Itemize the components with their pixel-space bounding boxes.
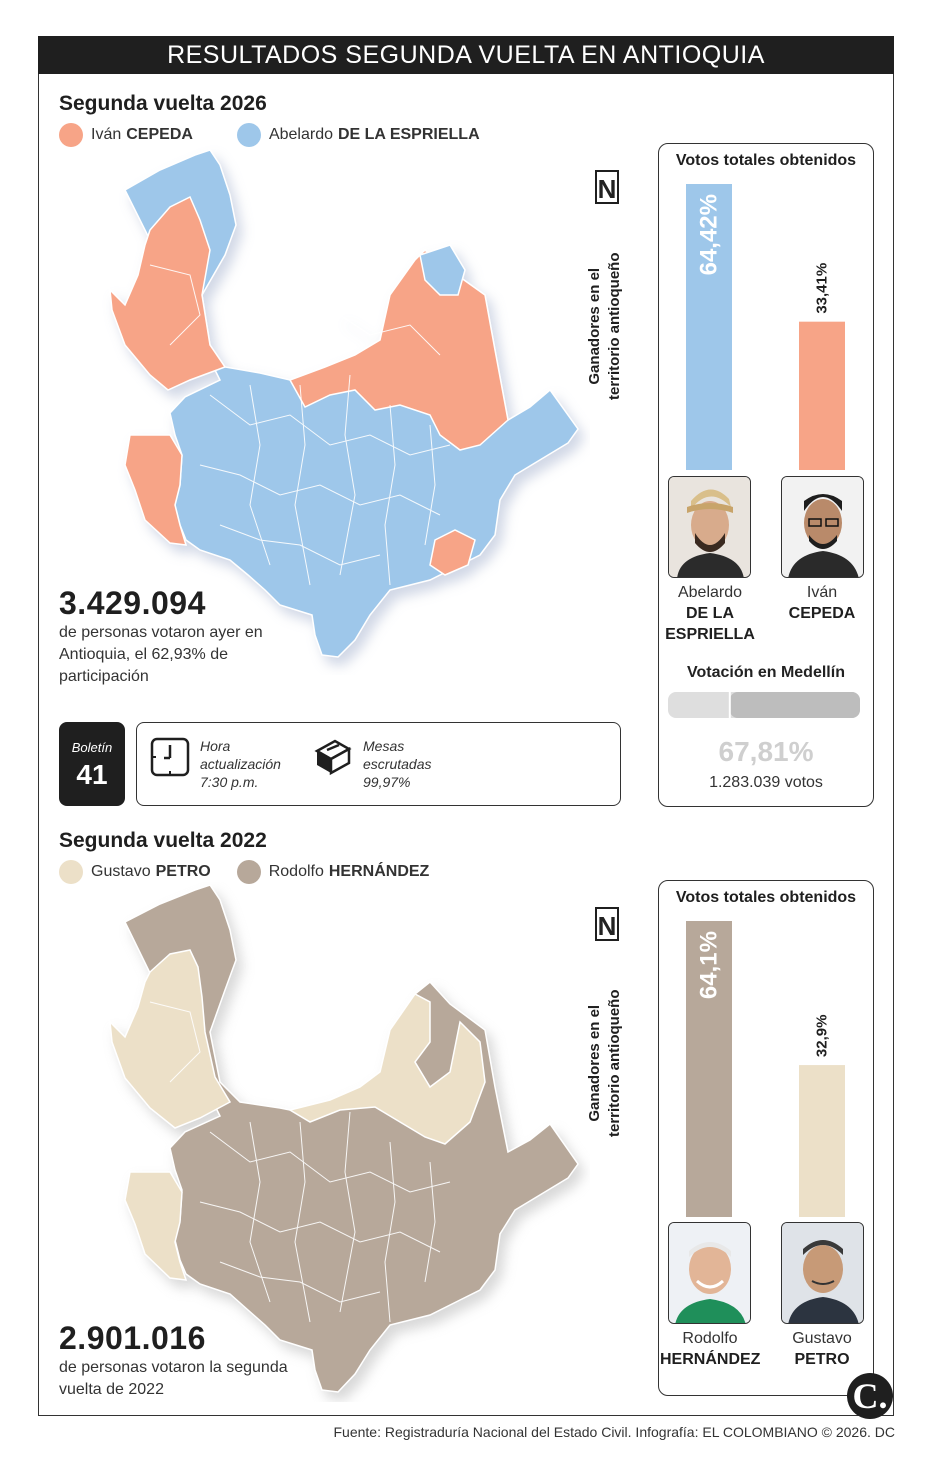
mesas-info: Mesas escrutadas 99,97% [363,737,431,791]
photo-espriella [668,476,751,578]
candidate-hernandez-first: Rodolfo [682,1330,738,1347]
candidate-espriella-first: Abelardo [677,584,743,601]
legend-petro-swatch [59,860,83,884]
boletin-number: 41 [76,759,108,790]
map-2026-municipal-borders [149,264,451,586]
map-2022-municipal-borders [149,1001,451,1323]
north-arrow-icon: N [595,170,619,204]
portrait-cepeda-icon [782,477,863,577]
bar-chart-2022: 64,1% 32,9% [686,921,845,1217]
section-2026-title: Segunda vuelta 2026 [59,92,267,115]
medellin-votes: 1.283.039 votos [709,774,823,791]
update-time-info: Hora actualización 7:30 p.m. [200,737,281,791]
legend-petro-last: PETRO [155,863,211,880]
update-info-box: Hora actualización 7:30 p.m. Mesas escru… [136,722,621,806]
map-2026-orange-northeast [288,248,509,451]
map-2022-side-label-line2: territorio antioqueño [606,989,623,1138]
boletin-label: Boletín [71,740,113,755]
boletin-badge: Boletín 41 [59,722,125,806]
bar-0 [686,921,732,1217]
total-votes-2026: 3.429.094 [59,585,206,621]
update-time-label-2: actualización [200,756,281,772]
bar-0 [686,184,732,470]
mesas-value: 99,97% [363,774,411,790]
map-2026-orange-west [124,434,188,546]
bar-1 [799,1065,845,1217]
candidate-cepeda-first: Iván [806,584,838,601]
ballot-box-icon [314,739,352,776]
north-arrow-icon: N [595,907,619,941]
panel-2026-title: Votos totales obtenidos [675,152,857,169]
legend-espriella-first: Abelardo [268,126,333,143]
clock-icon [150,737,190,777]
medellin-bar-fill [729,692,860,718]
bar-label-1: 32,9% [814,1015,831,1058]
map-2026-blue-northeast-pocket [419,244,466,296]
candidate-espriella-last-1: DE LA [686,605,734,622]
legend-cepeda-last: CEPEDA [126,126,193,143]
legend-hernandez-last: HERNÁNDEZ [328,863,430,880]
map-2026 [109,149,579,658]
photo-petro [781,1222,864,1324]
photo-hernandez [668,1222,751,1324]
caption-2022: de personas votaron la segunda vuelta de… [59,1359,288,1398]
legend-cepeda-swatch [59,123,83,147]
candidate-hernandez-name: Rodolfo HERNÁNDEZ [660,1328,760,1370]
map-2022-cream-west [124,1171,188,1281]
map-2022-cream-north [109,949,232,1129]
candidate-cepeda-last: CEPEDA [788,605,856,622]
candidate-cepeda-name: Iván CEPEDA [772,582,872,624]
map-2022-side-label-line1: Ganadores en el [586,1004,603,1122]
candidate-petro-name: Gustavo PETRO [772,1328,872,1370]
map-2026-side-label: Ganadores en el territorio antioqueño [585,253,625,401]
update-time-label-1: Hora [200,738,231,754]
legend-hernandez-first: Rodolfo [268,863,324,880]
map-2022-cream-northeast [288,993,486,1145]
map-2026-orange-east [429,529,476,576]
candidate-hernandez-last: HERNÁNDEZ [660,1351,761,1368]
map-2026-orange-north [109,195,227,391]
map-2026-side-label-line1: Ganadores en el [586,267,603,385]
mesas-label-1: Mesas [363,738,405,754]
medellin-percent: 67,81% [718,736,814,767]
bar-label-0: 64,42% [696,194,723,275]
bar-chart-2026: 64,42% 33,41% [686,184,845,470]
mesas-label-2: escrutadas [363,756,432,772]
candidate-espriella-name: Abelardo DE LA ESPRIELLA [660,582,760,645]
portrait-hernandez-icon [669,1223,750,1323]
section-2022-title: Segunda vuelta 2022 [59,829,267,852]
el-colombiano-logo: C. [847,1373,893,1419]
total-votes-2022: 2.901.016 [59,1320,206,1356]
portrait-petro-icon [782,1223,863,1323]
map-2022-brown-region [124,884,579,1393]
candidate-petro-last: PETRO [794,1351,850,1368]
panel-2022-title: Votos totales obtenidos [675,889,857,906]
caption-2026: de personas votaron ayer en Antioquia, e… [59,624,263,685]
candidate-espriella-last-2: ESPRIELLA [665,626,755,643]
medellin-title: Votación en Medellín [687,664,845,681]
legend-petro-first: Gustavo [91,863,151,880]
legend-hernandez-swatch [236,860,261,884]
map-2022 [109,884,579,1393]
legend-cepeda-first: Iván [91,126,122,143]
bar-label-0: 64,1% [696,931,723,999]
page-title: RESULTADOS SEGUNDA VUELTA EN ANTIOQUIA [38,36,894,74]
candidate-petro-first: Gustavo [792,1330,852,1347]
medellin-bar [668,692,860,720]
bar-label-1: 33,41% [814,263,831,314]
portrait-espriella-icon [669,477,750,577]
source-footer: Fuente: Registraduría Nacional del Estad… [333,1424,896,1440]
map-2022-side-label: Ganadores en el territorio antioqueño [585,990,625,1138]
legend-espriella-swatch [236,123,261,147]
map-2026-side-label-line2: territorio antioqueño [606,252,623,401]
bar-1 [799,321,845,470]
legend-espriella-last: DE LA ESPRIELLA [337,126,480,143]
legend-2026: Iván CEPEDA Abelardo DE LA ESPRIELLA [59,123,480,147]
update-time-value: 7:30 p.m. [200,774,259,790]
photo-cepeda [781,476,864,578]
legend-2022: Gustavo PETRO Rodolfo HERNÁNDEZ [59,860,429,884]
